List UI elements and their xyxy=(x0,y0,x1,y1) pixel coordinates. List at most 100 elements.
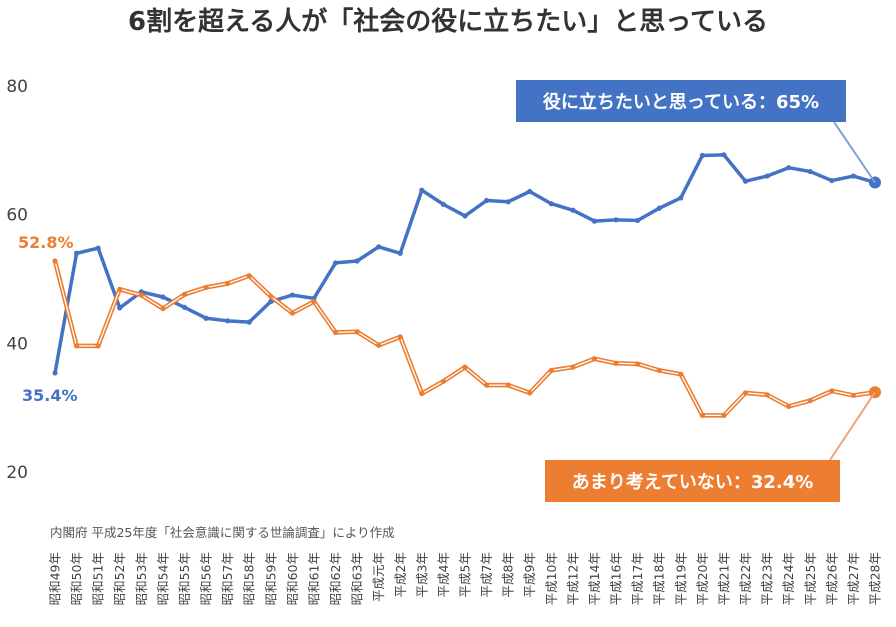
data-point xyxy=(376,244,382,250)
data-point xyxy=(829,388,835,394)
data-point xyxy=(246,319,252,325)
data-point xyxy=(548,367,554,373)
data-point xyxy=(850,392,857,399)
x-tick-label: 平成9年 xyxy=(522,552,537,597)
data-point xyxy=(376,342,382,348)
x-tick-label: 平成12年 xyxy=(565,552,580,605)
x-tick-label: 昭和62年 xyxy=(328,552,343,605)
data-point xyxy=(268,293,274,299)
data-point xyxy=(52,370,58,376)
x-tick-label: 平成25年 xyxy=(803,552,818,605)
x-tick-label: 平成27年 xyxy=(846,552,861,605)
y-tick-label: 60 xyxy=(6,206,28,226)
y-axis: 20 40 60 80 xyxy=(6,77,28,483)
x-axis: 昭和49年 昭和50年 昭和51年 昭和52年 昭和53年 昭和54年 昭和55年 昭和56年… xyxy=(48,552,883,605)
x-tick-label: 昭和63年 xyxy=(350,552,365,605)
data-point xyxy=(462,213,468,219)
data-point xyxy=(656,367,662,373)
data-point xyxy=(289,310,295,316)
data-point xyxy=(117,286,123,292)
data-point xyxy=(246,273,252,279)
x-tick-label: 平成22年 xyxy=(738,552,753,605)
series-line xyxy=(52,260,876,418)
x-tick-label: 平成8年 xyxy=(501,552,516,597)
data-point xyxy=(440,378,447,384)
data-point xyxy=(483,197,490,204)
x-tick-label: 昭和50年 xyxy=(69,552,84,605)
data-point xyxy=(613,360,619,366)
x-tick-label: 平成18年 xyxy=(652,552,667,605)
x-tick-label: 昭和59年 xyxy=(263,552,278,605)
x-tick-label: 平成3年 xyxy=(414,552,429,597)
x-tick-label: 昭和58年 xyxy=(242,552,257,605)
series-line xyxy=(53,153,876,374)
data-point xyxy=(829,177,835,184)
callout-text-blue: 役に立ちたいと思っている：65% xyxy=(543,91,819,113)
data-point xyxy=(742,178,749,184)
data-point xyxy=(678,195,684,201)
data-point xyxy=(764,173,770,179)
data-point xyxy=(332,260,339,266)
data-point xyxy=(397,250,403,256)
data-point xyxy=(203,315,209,321)
data-point xyxy=(160,305,166,312)
callouts: 役に立ちたいと思っている：65% あまり考えていない：32.4% xyxy=(516,80,876,502)
series-not-thinking xyxy=(52,258,881,418)
series-want-to-help xyxy=(52,152,881,376)
x-tick-label: 平成17年 xyxy=(630,552,645,605)
data-point xyxy=(95,343,101,349)
data-point xyxy=(289,292,295,298)
x-tick-label: 昭和52年 xyxy=(112,552,127,605)
x-tick-label: 平成5年 xyxy=(458,552,473,597)
start-value-label-blue: 35.4% xyxy=(22,386,78,405)
x-tick-label: 昭和56年 xyxy=(199,552,214,605)
callout-text-orange: あまり考えていない：32.4% xyxy=(572,471,814,493)
data-point xyxy=(527,390,533,396)
data-point xyxy=(807,397,813,404)
x-tick-label: 昭和55年 xyxy=(177,552,192,605)
data-point xyxy=(570,364,576,370)
data-point xyxy=(786,403,792,409)
data-point xyxy=(635,217,641,224)
x-tick-label: 平成10年 xyxy=(544,552,559,605)
x-tick-label: 平成23年 xyxy=(760,552,775,605)
callout-box-orange xyxy=(545,460,840,502)
x-tick-label: 平成14年 xyxy=(587,552,602,605)
data-point xyxy=(311,298,317,305)
data-point xyxy=(527,188,533,195)
data-point xyxy=(225,318,231,324)
callout-leader xyxy=(833,121,876,184)
x-tick-label: 昭和53年 xyxy=(134,552,149,605)
x-tick-label: 平成24年 xyxy=(781,552,796,605)
x-tick-label: 平成4年 xyxy=(436,552,451,597)
data-point xyxy=(225,280,231,287)
data-point xyxy=(95,245,101,251)
callout-leader xyxy=(829,391,876,461)
data-point xyxy=(52,258,58,264)
data-point xyxy=(678,371,684,377)
y-tick-label: 80 xyxy=(6,77,28,97)
x-tick-label: 昭和60年 xyxy=(285,552,300,605)
data-point xyxy=(764,392,770,398)
data-point xyxy=(699,412,705,418)
x-tick-label: 昭和54年 xyxy=(155,552,170,605)
data-point xyxy=(160,294,166,300)
x-tick-label: 平成16年 xyxy=(609,552,624,605)
data-point xyxy=(850,173,857,179)
data-point xyxy=(656,205,662,211)
data-point xyxy=(742,390,749,396)
data-point xyxy=(613,217,619,223)
callout-box-blue xyxy=(516,80,846,122)
x-tick-label: 昭和57年 xyxy=(220,552,235,605)
x-tick-label: 平成元年 xyxy=(371,552,386,602)
x-tick-label: 平成2年 xyxy=(393,552,408,597)
data-point xyxy=(138,292,144,298)
x-tick-label: 平成26年 xyxy=(824,552,839,605)
data-point xyxy=(786,165,792,171)
data-point xyxy=(354,329,360,335)
data-point xyxy=(462,364,468,370)
plot-area: 35.4% 52.8% xyxy=(18,152,881,418)
data-point xyxy=(397,334,403,340)
data-point xyxy=(591,356,598,362)
